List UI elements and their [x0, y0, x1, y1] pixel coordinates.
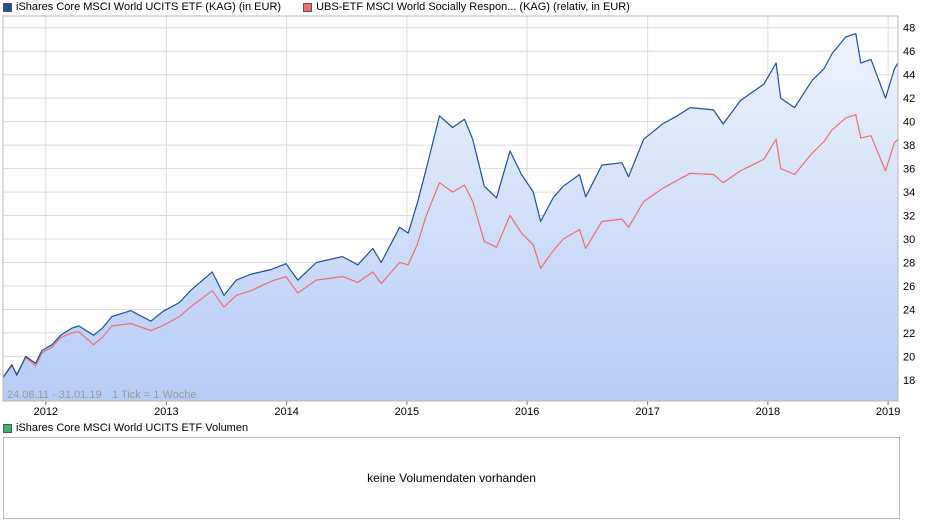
volume-panel: keine Volumendaten vorhanden: [3, 437, 900, 519]
volume-message: keine Volumendaten vorhanden: [367, 471, 536, 485]
legend-label-series1: iShares Core MSCI World UCITS ETF (KAG) …: [16, 1, 282, 13]
x-tick-label-2012: 2012: [34, 406, 58, 418]
x-tick-label-2013: 2013: [154, 406, 178, 418]
x-tick-label-2019: 2019: [876, 406, 900, 418]
x-tick-label-2017: 2017: [635, 406, 659, 418]
series1-area: [3, 33, 898, 401]
volume-legend: iShares Core MSCI World UCITS ETF Volume…: [3, 421, 248, 435]
legend-swatch-series1: [3, 2, 12, 12]
series1-line: [2, 33, 899, 378]
legend-item-series2[interactable]: UBS-ETF MSCI World Socially Respon... (K…: [303, 1, 630, 13]
tick-label: 1 Tick = 1 Woche: [112, 389, 196, 401]
y-tick-label-18: 18: [903, 375, 915, 387]
y-tick-label-48: 48: [903, 23, 915, 35]
price-chart: 18 20 22 24 26 28 30 32 34 36 38 40 42 44 46 48 2012 2013…: [2, 15, 915, 418]
chart-legend: iShares Core MSCI World UCITS ETF (KAG) …: [3, 0, 652, 14]
y-tick-label-22: 22: [903, 328, 915, 340]
y-tick-label-34: 34: [903, 187, 915, 199]
legend-label-volume: iShares Core MSCI World UCITS ETF Volume…: [16, 422, 249, 434]
y-tick-label-38: 38: [903, 140, 915, 152]
y-tick-label-30: 30: [903, 234, 915, 246]
legend-swatch-volume: [3, 423, 12, 433]
y-tick-label-32: 32: [903, 211, 915, 223]
x-tick-label-2014: 2014: [274, 406, 298, 418]
y-tick-label-28: 28: [903, 257, 915, 269]
y-tick-label-36: 36: [903, 164, 915, 176]
x-tick-label-2016: 2016: [515, 406, 539, 418]
y-tick-label-26: 26: [903, 281, 915, 293]
plot-frame: [2, 15, 899, 402]
x-tick-label-2018: 2018: [756, 406, 780, 418]
legend-item-series1[interactable]: iShares Core MSCI World UCITS ETF (KAG) …: [3, 1, 281, 13]
y-tick-label-42: 42: [903, 93, 915, 105]
series2-line: [2, 114, 899, 378]
legend-swatch-series2: [303, 2, 313, 12]
y-tick-label-44: 44: [903, 70, 915, 82]
x-tick-label-2015: 2015: [395, 406, 419, 418]
range-label: 24.08.11 - 31.01.19: [7, 389, 102, 401]
y-tick-label-40: 40: [903, 117, 915, 129]
y-tick-label-20: 20: [903, 351, 915, 363]
y-tick-label-46: 46: [903, 46, 915, 58]
y-tick-label-24: 24: [903, 304, 915, 316]
legend-label-series2: UBS-ETF MSCI World Socially Respon... (K…: [316, 1, 630, 13]
